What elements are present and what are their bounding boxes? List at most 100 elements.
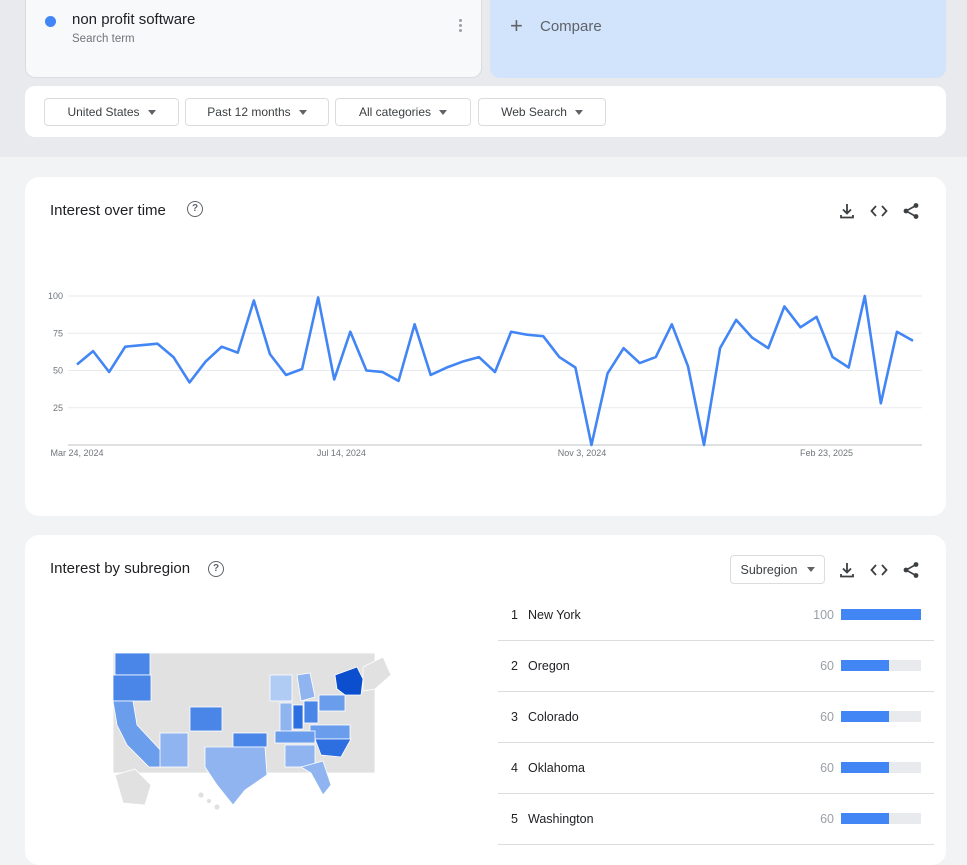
filter-label: United States [67, 105, 140, 119]
list-item[interactable]: 3 Colorado 60 [498, 692, 934, 743]
filter-timeframe[interactable]: Past 12 months [185, 98, 329, 126]
map-region[interactable] [213, 803, 221, 811]
map-region[interactable] [362, 656, 392, 692]
search-term-label: Search term [72, 33, 135, 45]
map-region[interactable] [296, 672, 316, 702]
interest-line-chart: 100 75 50 25 Mar 24, 2024 Jul 14, 2024 Nov 3, … [48, 291, 922, 458]
caret-down-icon [439, 109, 448, 115]
download-icon[interactable] [837, 201, 857, 221]
value-bar [841, 609, 921, 620]
rank: 5 [511, 812, 518, 826]
map-region[interactable] [269, 674, 293, 702]
map-region[interactable] [318, 694, 346, 712]
y-tick-label: 75 [53, 328, 63, 338]
region-value: 60 [820, 812, 834, 826]
map-region[interactable] [114, 768, 152, 806]
map-region[interactable] [114, 652, 151, 676]
map-region[interactable] [334, 666, 364, 696]
region-value: 60 [820, 659, 834, 673]
subregion-dropdown[interactable]: Subregion [730, 555, 825, 584]
share-icon[interactable] [901, 201, 921, 221]
list-item[interactable]: 2 Oregon 60 [498, 641, 934, 692]
value-bar [841, 660, 921, 671]
more-vert-icon[interactable] [454, 19, 466, 39]
embed-icon[interactable] [869, 560, 889, 580]
x-tick-label: Nov 3, 2024 [558, 448, 607, 458]
rank: 2 [511, 659, 518, 673]
filter-label: All categories [358, 105, 432, 119]
value-bar-fill [841, 711, 889, 722]
rank: 3 [511, 710, 518, 724]
region-name: Oklahoma [528, 761, 585, 775]
map-region[interactable] [284, 744, 316, 768]
x-tick-label: Feb 23, 2025 [800, 448, 853, 458]
plus-icon: + [510, 13, 523, 38]
series-line[interactable] [76, 294, 914, 447]
help-icon[interactable]: ? [208, 561, 224, 577]
map-region[interactable] [274, 730, 316, 744]
share-icon[interactable] [901, 560, 921, 580]
filter-category[interactable]: All categories [335, 98, 471, 126]
search-term-name[interactable]: non profit software [72, 11, 196, 28]
dropdown-label: Subregion [740, 562, 798, 577]
search-term-card[interactable]: non profit software Search term [25, 0, 482, 78]
map-region[interactable] [197, 791, 205, 799]
y-tick-label: 50 [53, 366, 63, 376]
caret-down-icon [806, 567, 815, 572]
list-item[interactable]: 4 Oklahoma 60 [498, 743, 934, 794]
term-color-dot [45, 16, 56, 27]
filter-bar: United States Past 12 months All categor… [25, 86, 946, 137]
y-tick-label: 100 [48, 291, 63, 301]
card-title: Interest over time [50, 202, 166, 219]
map-region[interactable] [292, 704, 304, 730]
card-title: Interest by subregion [50, 560, 191, 577]
filter-label: Past 12 months [207, 105, 291, 119]
region-name: New York [528, 608, 581, 622]
value-bar [841, 762, 921, 773]
value-bar-fill [841, 660, 889, 671]
map-region[interactable] [232, 732, 268, 748]
rank: 4 [511, 761, 518, 775]
interest-over-time-card: Interest over time ? 100 75 50 25 Mar 24, 20… [25, 177, 946, 516]
map-region[interactable] [159, 732, 189, 768]
list-item[interactable]: 5 Washington 60 [498, 794, 934, 845]
help-icon[interactable]: ? [187, 201, 203, 217]
compare-label: Compare [540, 18, 602, 35]
region-value: 60 [820, 761, 834, 775]
map-region[interactable] [112, 674, 152, 702]
list-item[interactable]: 1 New York 100 [498, 590, 934, 641]
value-bar [841, 711, 921, 722]
map-region[interactable] [299, 760, 332, 796]
value-bar [841, 813, 921, 824]
region-name: Washington [528, 812, 594, 826]
caret-down-icon [298, 109, 307, 115]
region-value: 60 [820, 710, 834, 724]
download-icon[interactable] [837, 560, 857, 580]
y-tick-label: 25 [53, 403, 63, 413]
value-bar-fill [841, 813, 889, 824]
map-region[interactable] [309, 724, 351, 740]
x-tick-label: Mar 24, 2024 [50, 448, 103, 458]
region-value: 100 [813, 608, 834, 622]
embed-icon[interactable] [869, 201, 889, 221]
caret-down-icon [147, 109, 156, 115]
rank: 1 [511, 608, 518, 622]
map-region[interactable] [303, 700, 319, 724]
map-region[interactable] [314, 738, 352, 758]
value-bar-fill [841, 609, 921, 620]
compare-button[interactable]: + Compare [490, 0, 946, 78]
filter-label: Web Search [501, 105, 567, 119]
map-region[interactable] [206, 798, 212, 804]
map-region[interactable] [279, 702, 293, 734]
filter-region[interactable]: United States [44, 98, 179, 126]
filter-search-type[interactable]: Web Search [478, 98, 606, 126]
subregion-list: 1 New York 100 2 Oregon 60 3 Colorado 60… [498, 590, 934, 845]
us-map[interactable] [105, 645, 395, 820]
caret-down-icon [574, 109, 583, 115]
map-region[interactable] [189, 706, 223, 732]
value-bar-fill [841, 762, 889, 773]
interest-by-subregion-card: Interest by subregion ? Subregion [25, 535, 946, 865]
x-tick-label: Jul 14, 2024 [317, 448, 366, 458]
map-region[interactable] [204, 746, 268, 806]
region-name: Oregon [528, 659, 570, 673]
